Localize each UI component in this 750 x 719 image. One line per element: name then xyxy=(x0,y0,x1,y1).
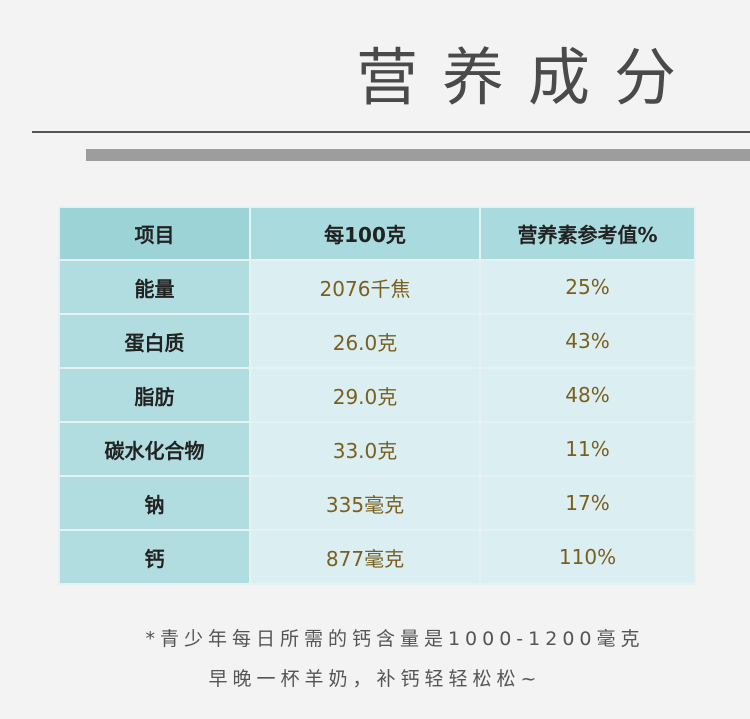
table-header-row: 项目 每100克 营养素参考值% xyxy=(58,206,696,261)
table-row: 能量 2076千焦 25% xyxy=(58,259,696,315)
table-row: 碳水化合物 33.0克 11% xyxy=(58,421,696,477)
row-nrv: 48% xyxy=(479,367,696,423)
row-per100: 33.0克 xyxy=(249,421,481,477)
header-nrv: 营养素参考值% xyxy=(479,206,696,261)
table-row: 蛋白质 26.0克 43% xyxy=(58,313,696,369)
nutrition-table: 项目 每100克 营养素参考值% 能量 2076千焦 25% 蛋白质 26.0克… xyxy=(58,206,696,585)
row-per100: 26.0克 xyxy=(249,313,481,369)
row-nrv: 43% xyxy=(479,313,696,369)
row-name: 钙 xyxy=(58,529,251,585)
row-name: 碳水化合物 xyxy=(58,421,251,477)
row-name: 能量 xyxy=(58,259,251,315)
table-row: 钠 335毫克 17% xyxy=(58,475,696,531)
row-nrv: 11% xyxy=(479,421,696,477)
row-per100: 2076千焦 xyxy=(249,259,481,315)
row-nrv: 17% xyxy=(479,475,696,531)
page-title: 营养成分 xyxy=(355,41,700,114)
row-name: 蛋白质 xyxy=(58,313,251,369)
title-divider-thick xyxy=(86,149,750,161)
row-per100: 335毫克 xyxy=(249,475,481,531)
header-per-100g: 每100克 xyxy=(249,206,481,261)
table-row: 钙 877毫克 110% xyxy=(58,529,696,585)
title-divider-thin xyxy=(32,131,750,133)
footnote-calcium-requirement: *青少年每日所需的钙含量是1000-1200毫克 xyxy=(145,628,645,650)
row-per100: 29.0克 xyxy=(249,367,481,423)
row-nrv: 25% xyxy=(479,259,696,315)
row-nrv: 110% xyxy=(479,529,696,585)
table-row: 脂肪 29.0克 48% xyxy=(58,367,696,423)
row-per100: 877毫克 xyxy=(249,529,481,585)
header-item: 项目 xyxy=(58,206,251,261)
footnote-slogan: 早晚一杯羊奶，补钙轻轻松松~ xyxy=(208,668,542,690)
row-name: 钠 xyxy=(58,475,251,531)
row-name: 脂肪 xyxy=(58,367,251,423)
